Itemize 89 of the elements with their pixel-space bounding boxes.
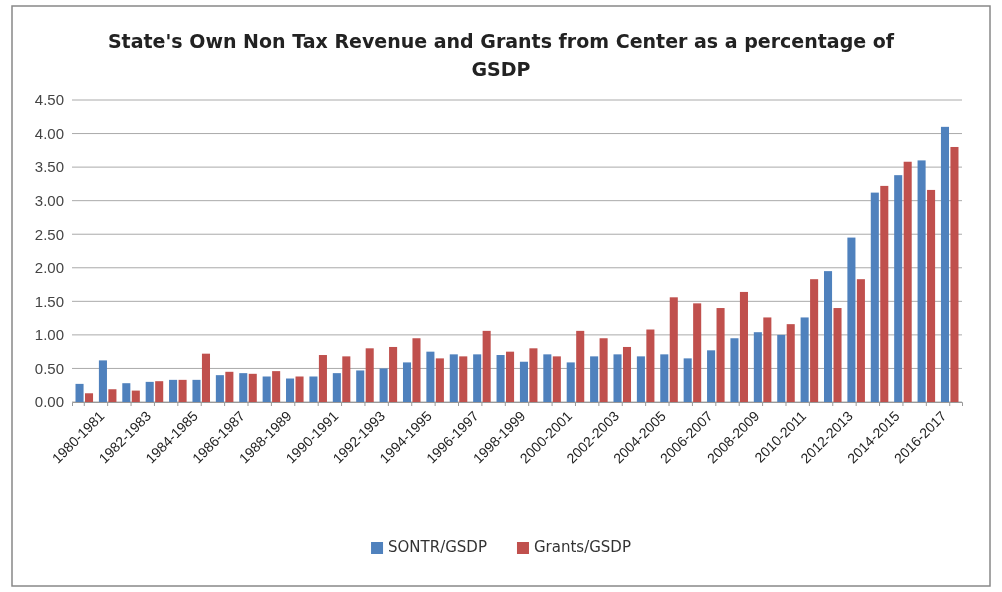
bar: [426, 351, 435, 402]
bar: [332, 373, 341, 402]
bar: [225, 371, 234, 402]
bar: [800, 317, 809, 402]
bar: [566, 362, 575, 402]
bar: [870, 192, 879, 402]
bar: [108, 389, 117, 402]
y-tick-label: 1.50: [34, 292, 64, 310]
bar: [693, 303, 702, 402]
bar: [286, 378, 295, 402]
bar: [894, 175, 903, 402]
bar: [192, 379, 201, 402]
bar: [309, 376, 318, 402]
bar: [739, 291, 748, 402]
y-tick-label: 0.50: [34, 359, 64, 377]
bar: [707, 350, 716, 402]
y-tick-label: 4.50: [34, 91, 64, 109]
bar: [145, 381, 154, 402]
bar: [449, 354, 458, 402]
bar: [519, 361, 528, 402]
bar: [356, 370, 365, 402]
bar: [122, 383, 131, 402]
bar: [847, 237, 856, 402]
bar: [716, 308, 725, 402]
bar: [669, 297, 678, 402]
bar: [342, 356, 351, 402]
bar: [660, 354, 669, 402]
bar: [201, 353, 210, 402]
bar: [506, 351, 515, 402]
y-tick-label: 0.00: [34, 393, 64, 411]
bar: [683, 358, 692, 402]
y-tick-label: 4.00: [34, 124, 64, 142]
bar: [777, 334, 786, 402]
y-tick-label: 3.50: [34, 158, 64, 176]
bar: [927, 189, 936, 402]
bar: [529, 348, 538, 402]
bar: [880, 185, 889, 402]
bar: [178, 379, 187, 402]
y-tick-label: 1.00: [34, 326, 64, 344]
y-tick-label: 2.50: [34, 225, 64, 243]
bar: [590, 356, 599, 402]
bar: [786, 324, 795, 402]
legend-label: Grants/GSDP: [533, 538, 631, 556]
bar: [459, 356, 468, 402]
bar: [496, 355, 505, 402]
bar: [389, 346, 398, 402]
bar: [155, 381, 164, 402]
bar: [833, 308, 842, 402]
bar: [763, 317, 772, 402]
y-tick-label: 2.00: [34, 259, 64, 277]
bar: [730, 338, 739, 402]
bar: [272, 371, 281, 402]
bar: [950, 146, 959, 402]
bar: [613, 354, 622, 402]
bar: [318, 355, 327, 402]
bar: [636, 356, 645, 402]
bar: [131, 390, 140, 402]
bar: [543, 354, 552, 402]
bar: [473, 354, 482, 402]
bar: [365, 348, 374, 402]
bar: [824, 271, 833, 402]
bar: [856, 279, 865, 402]
bar: [215, 375, 224, 402]
bar: [435, 358, 444, 402]
bar: [379, 368, 388, 402]
y-tick-label: 3.00: [34, 191, 64, 209]
chart-title: State's Own Non Tax Revenue and Grants from Center as a percentage of GSDP: [107, 30, 895, 80]
bar: [402, 362, 412, 402]
bar: [917, 160, 926, 402]
bar: [940, 126, 950, 402]
bar: [98, 360, 107, 402]
legend-label: SONTR/GSDP: [388, 538, 487, 556]
bar: [295, 376, 304, 402]
bar: [753, 332, 762, 402]
bar: [599, 338, 608, 402]
bar: [84, 393, 94, 402]
bar: [239, 373, 248, 402]
bar: [576, 330, 585, 402]
bar: [75, 383, 84, 402]
bar: [262, 376, 271, 402]
bar: [248, 373, 257, 402]
bar: [412, 338, 421, 402]
bar: [622, 346, 632, 402]
bar: [552, 356, 561, 402]
bar: [810, 279, 819, 402]
bar: [482, 330, 491, 402]
bar: [169, 379, 178, 402]
bar: [903, 161, 912, 402]
bar: [646, 329, 655, 402]
